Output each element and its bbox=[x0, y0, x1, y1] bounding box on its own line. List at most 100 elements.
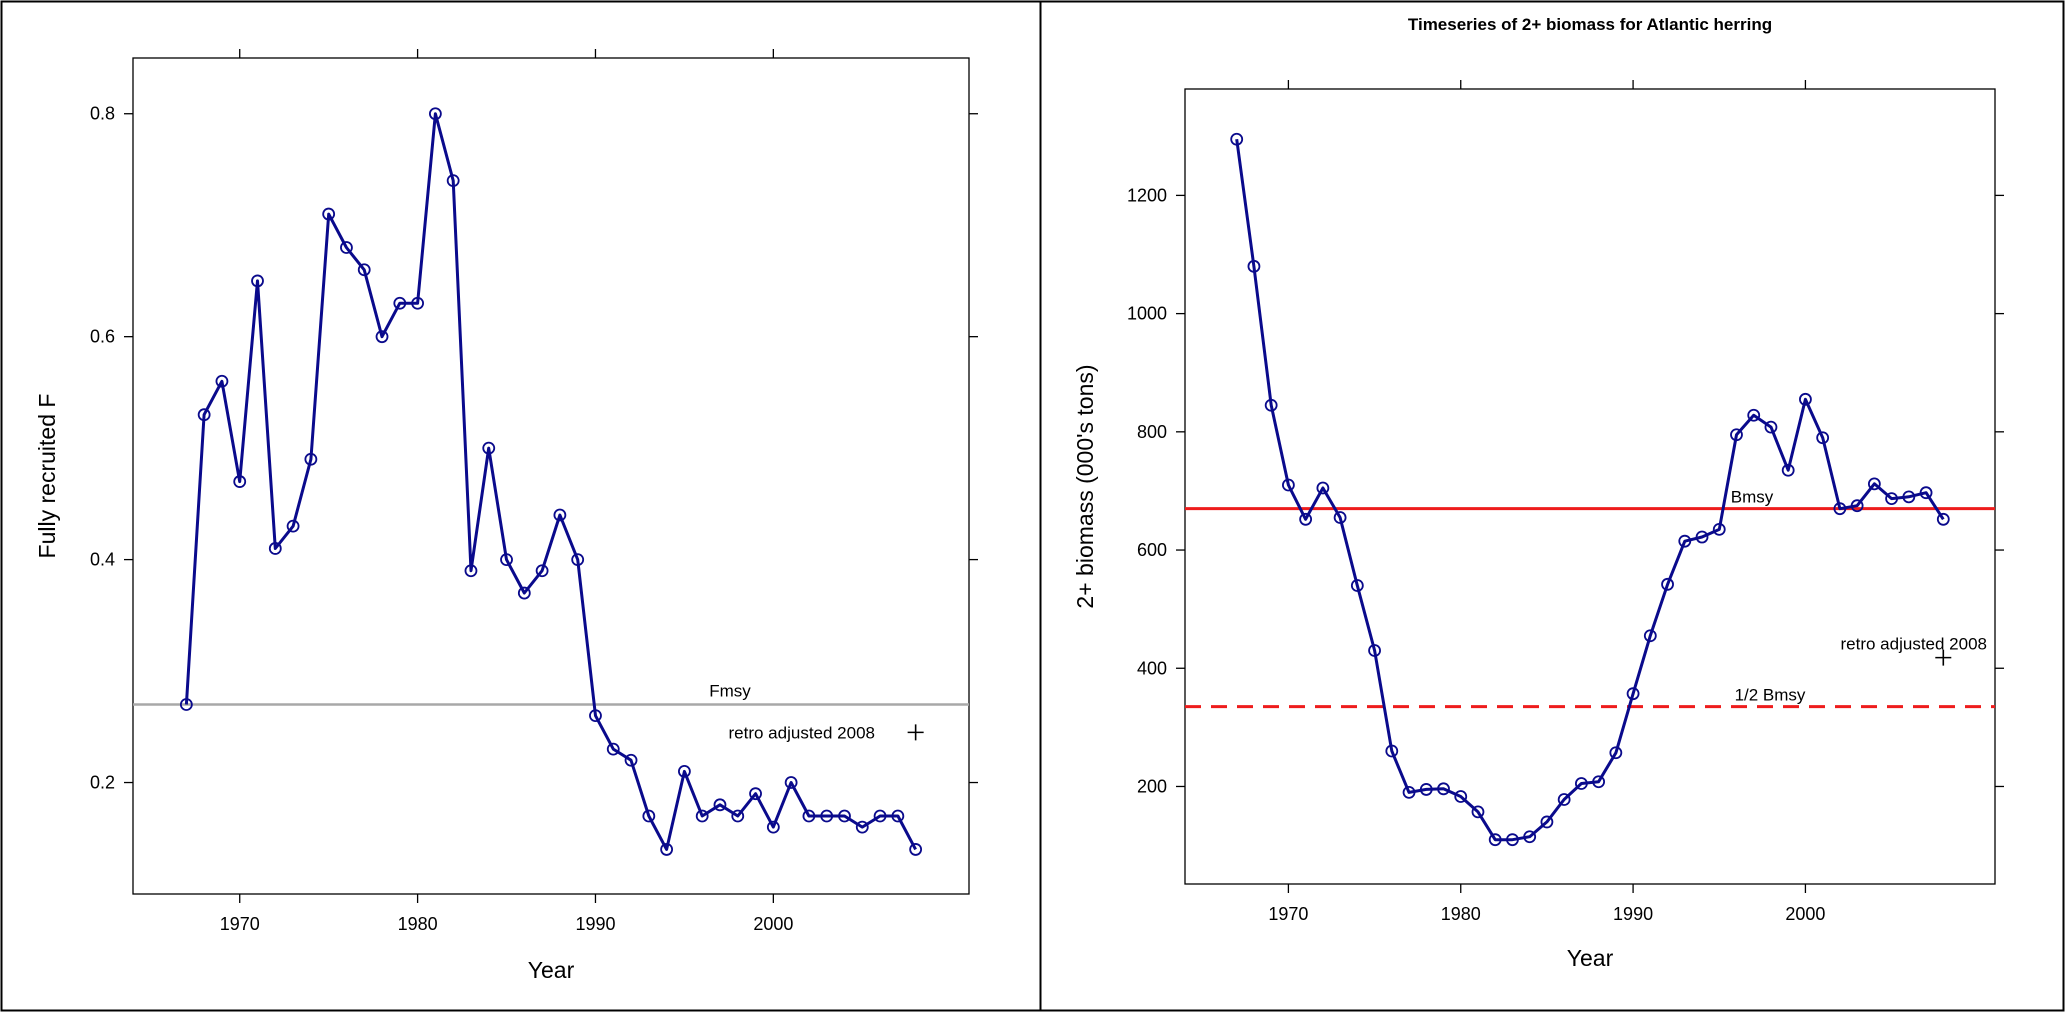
data-point bbox=[1471, 805, 1485, 819]
x-tick-label: 2000 bbox=[1785, 904, 1825, 924]
data-point bbox=[802, 809, 816, 823]
data-point bbox=[1730, 428, 1743, 442]
data-point bbox=[571, 553, 585, 566]
data-point bbox=[713, 798, 727, 812]
x-tick-label: 2000 bbox=[753, 914, 793, 934]
x-tick-label: 1990 bbox=[575, 914, 615, 934]
data-point bbox=[660, 843, 674, 856]
y-tick-label: 0.8 bbox=[90, 104, 115, 124]
data-point bbox=[1747, 408, 1761, 422]
y-tick-label: 0.6 bbox=[90, 327, 115, 347]
data-point bbox=[1385, 744, 1399, 758]
data-point bbox=[606, 742, 620, 756]
data-point bbox=[820, 809, 834, 823]
series-line bbox=[1235, 138, 1945, 842]
data-point bbox=[393, 296, 407, 310]
data-point bbox=[215, 374, 229, 388]
data-point bbox=[1799, 392, 1812, 406]
y-tick-label: 600 bbox=[1137, 540, 1167, 560]
data-point bbox=[517, 586, 531, 600]
data-point bbox=[1833, 502, 1847, 516]
data-point bbox=[624, 753, 638, 767]
y-tick-label: 400 bbox=[1137, 658, 1167, 678]
data-point bbox=[1902, 490, 1916, 504]
data-point bbox=[1592, 775, 1606, 789]
data-point bbox=[464, 564, 478, 578]
data-point bbox=[1626, 687, 1640, 701]
data-point bbox=[766, 820, 780, 834]
data-point bbox=[1781, 463, 1795, 477]
biomass-chart: 1970 1980 1990 2000 200 400 600 800 1000 1200 Year… bbox=[1072, 15, 2004, 971]
data-point bbox=[233, 475, 247, 488]
data-point bbox=[553, 508, 567, 522]
data-point bbox=[678, 764, 691, 778]
data-point bbox=[873, 809, 887, 823]
y-tick-label: 1200 bbox=[1127, 185, 1167, 205]
data-point bbox=[197, 408, 211, 422]
fishing-mortality-chart: 1970 1980 1990 2000 0.2 0.4 0.6 0.8 Year Fully re… bbox=[34, 49, 978, 983]
data-point bbox=[1609, 746, 1623, 760]
data-point bbox=[749, 787, 762, 801]
data-point bbox=[446, 174, 460, 188]
data-point bbox=[500, 553, 513, 566]
data-point bbox=[268, 542, 282, 555]
data-point bbox=[251, 274, 264, 288]
data-point bbox=[1661, 577, 1674, 591]
retro-adjusted-label: retro adjusted 2008 bbox=[1841, 635, 1988, 654]
data-point bbox=[1230, 132, 1244, 146]
data-point bbox=[1437, 782, 1450, 796]
data-point bbox=[1264, 398, 1278, 412]
data-point bbox=[1936, 512, 1950, 526]
data-point bbox=[286, 519, 300, 533]
y-tick-label: 0.2 bbox=[90, 773, 115, 793]
data-point bbox=[1557, 793, 1571, 806]
data-point bbox=[1919, 486, 1933, 500]
data-point bbox=[1419, 783, 1433, 796]
plot-frame bbox=[132, 57, 970, 895]
x-tick-label: 1970 bbox=[1268, 904, 1308, 924]
data-point bbox=[304, 452, 318, 466]
data-point bbox=[357, 263, 371, 277]
data-point bbox=[1867, 477, 1881, 491]
y-tick-label: 800 bbox=[1137, 422, 1167, 442]
y-axis-title: 2+ biomass (000's tons) bbox=[1072, 364, 1098, 608]
y-tick-label: 1000 bbox=[1127, 304, 1167, 324]
data-point bbox=[1712, 522, 1726, 536]
data-point bbox=[1350, 579, 1364, 592]
x-axis-title: Year bbox=[528, 957, 575, 983]
data-point bbox=[1643, 629, 1657, 643]
data-point bbox=[1885, 492, 1898, 506]
data-point bbox=[642, 809, 656, 823]
data-point bbox=[1695, 530, 1709, 544]
data-point bbox=[695, 809, 709, 823]
left-panel-border bbox=[0, 0, 1042, 1012]
data-point bbox=[731, 809, 745, 823]
data-point bbox=[1816, 431, 1830, 445]
x-axis-title: Year bbox=[1567, 945, 1614, 971]
data-point bbox=[1247, 259, 1261, 273]
data-point bbox=[909, 843, 923, 856]
data-point bbox=[411, 296, 424, 310]
data-point bbox=[1850, 499, 1864, 513]
x-tick-label: 1980 bbox=[398, 914, 438, 934]
data-point bbox=[1368, 644, 1381, 657]
reference-line-label: Fmsy bbox=[709, 682, 751, 701]
data-point bbox=[428, 107, 442, 121]
data-point bbox=[482, 441, 496, 455]
reference-line-label: 1/2 Bmsy bbox=[1735, 686, 1806, 705]
data-point bbox=[1764, 420, 1778, 434]
data-point bbox=[1316, 481, 1330, 495]
x-tick-label: 1980 bbox=[1441, 904, 1481, 924]
data-point bbox=[179, 698, 193, 711]
y-tick-label: 200 bbox=[1137, 776, 1167, 796]
data-point bbox=[1299, 512, 1313, 526]
data-point bbox=[1488, 833, 1502, 847]
data-point bbox=[1402, 785, 1416, 799]
data-point bbox=[1540, 815, 1554, 829]
data-point bbox=[784, 776, 798, 789]
data-point bbox=[1333, 511, 1347, 524]
data-point bbox=[535, 564, 549, 578]
data-point bbox=[838, 809, 851, 823]
